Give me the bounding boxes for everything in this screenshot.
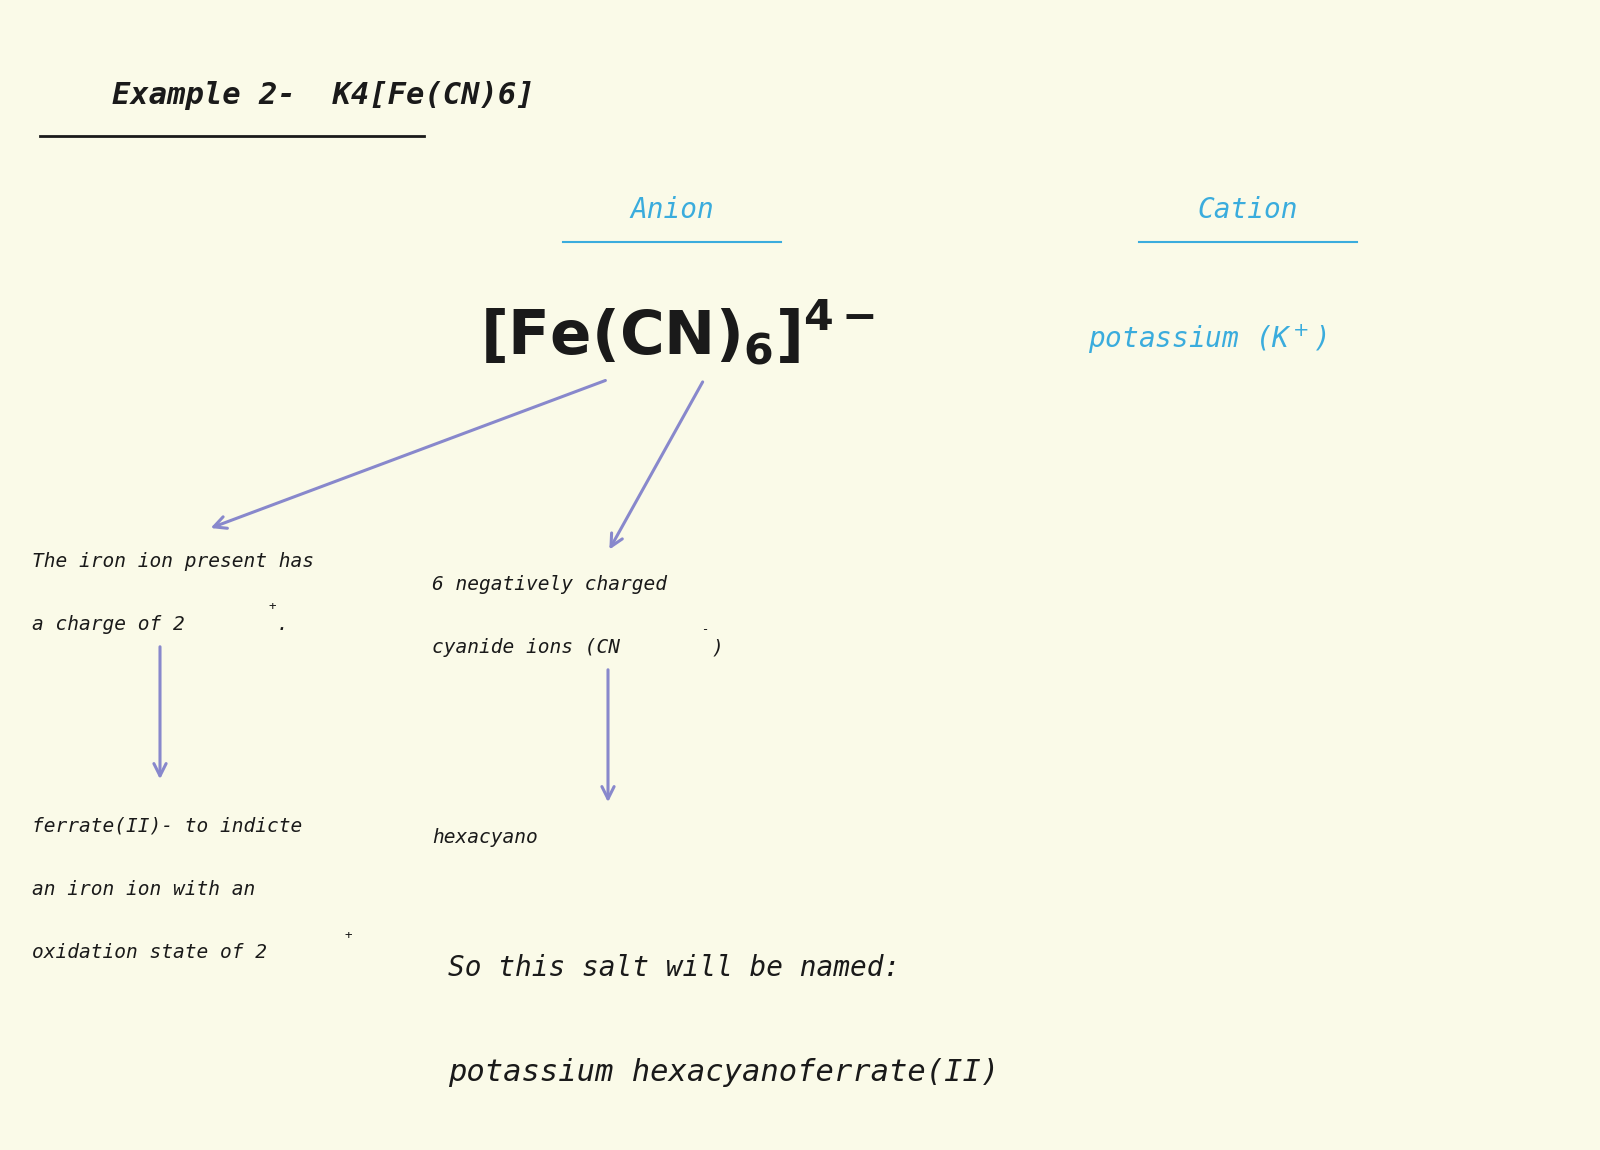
Text: So this salt will be named:: So this salt will be named: — [448, 954, 901, 982]
Text: oxidation state of 2: oxidation state of 2 — [32, 943, 267, 963]
Text: +: + — [344, 929, 352, 942]
Text: hexacyano: hexacyano — [432, 828, 538, 848]
Text: 6 negatively charged: 6 negatively charged — [432, 575, 667, 595]
Text: ferrate(II)- to indicte: ferrate(II)- to indicte — [32, 816, 302, 836]
Text: potassium hexacyanoferrate(II): potassium hexacyanoferrate(II) — [448, 1058, 1000, 1087]
Text: .: . — [277, 615, 288, 635]
Text: $\mathbf{[Fe(CN)_6]^{4-}}$: $\mathbf{[Fe(CN)_6]^{4-}}$ — [480, 299, 875, 368]
Text: -: - — [701, 623, 709, 636]
Text: The iron ion present has: The iron ion present has — [32, 552, 314, 572]
Text: an iron ion with an: an iron ion with an — [32, 880, 256, 899]
Text: ): ) — [712, 638, 723, 658]
Text: a charge of 2: a charge of 2 — [32, 615, 184, 635]
Text: Anion: Anion — [630, 196, 714, 223]
Text: potassium (K$^+$): potassium (K$^+$) — [1088, 322, 1326, 355]
Text: Cation: Cation — [1198, 196, 1298, 223]
Text: cyanide ions (CN: cyanide ions (CN — [432, 638, 621, 658]
Text: +: + — [269, 600, 277, 613]
Text: Example 2-  K4[Fe(CN)6]: Example 2- K4[Fe(CN)6] — [112, 81, 534, 109]
